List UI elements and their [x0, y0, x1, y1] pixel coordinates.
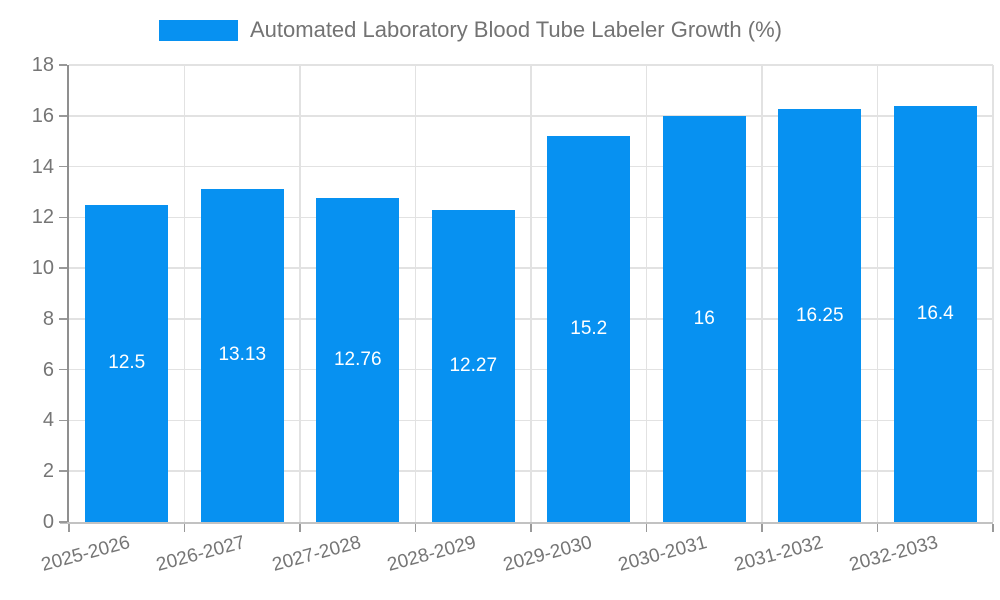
x-tick-label: 2028-2029 [385, 532, 479, 576]
x-tick-label: 2032-2033 [847, 532, 941, 576]
y-tick [59, 216, 67, 219]
x-tick [530, 524, 532, 532]
x-tick [645, 524, 648, 532]
y-tick [59, 64, 67, 66]
y-tick [59, 165, 67, 168]
x-tick-label: 2026-2027 [154, 532, 248, 576]
x-tick [414, 524, 417, 532]
x-tick [68, 524, 70, 532]
bar: 16.4 [893, 105, 977, 522]
y-tick [59, 521, 67, 523]
y-tick-label: 14 [31, 155, 54, 178]
y-tick-label: 2 [42, 460, 54, 483]
legend-swatch [159, 20, 238, 41]
y-tick-label: 18 [31, 54, 54, 76]
bar: 13.13 [200, 188, 284, 522]
x-tick [876, 524, 879, 532]
bar: 12.5 [85, 204, 169, 522]
x-tick-label: 2027-2028 [269, 532, 364, 576]
x-gridline [645, 65, 648, 522]
y-tick [59, 318, 67, 320]
y-tick-label: 0 [42, 511, 54, 533]
y-tick [59, 470, 67, 472]
bar-value-label: 16.25 [795, 304, 844, 326]
y-tick-label: 10 [31, 257, 54, 280]
bar-value-label: 12.76 [333, 349, 382, 371]
y-tick-label: 6 [42, 358, 54, 381]
x-tick-label: 2030-2031 [616, 532, 710, 576]
x-gridline [530, 65, 532, 522]
x-tick-label: 2031-2032 [731, 532, 826, 576]
bar-value-label: 16.4 [916, 302, 954, 324]
x-tick [183, 524, 186, 532]
bar-value-label: 13.13 [218, 344, 267, 366]
y-tick [59, 115, 67, 117]
bar: 12.76 [316, 198, 400, 522]
x-tick-label: 2025-2026 [38, 532, 133, 576]
y-tick-label: 12 [31, 206, 54, 229]
x-gridline [183, 65, 186, 522]
y-tick-label: 16 [31, 104, 54, 127]
bar: 12.27 [431, 210, 515, 522]
bar-value-label: 12.5 [108, 352, 146, 374]
y-tick [59, 368, 67, 371]
x-gridline [876, 65, 879, 522]
y-tick-label: 4 [42, 409, 54, 432]
y-tick [59, 419, 67, 422]
x-tick-label: 2029-2030 [500, 532, 595, 576]
bar: 16 [662, 115, 746, 522]
bar-value-label: 16 [693, 307, 715, 329]
x-tick [992, 524, 994, 532]
x-gridline [992, 65, 994, 522]
x-gridline [761, 65, 763, 522]
plot-area: 12.5 13.13 12.76 12.27 15.2 16 16.25 16.4 0 2 4 6 8… [32, 54, 994, 576]
bar: 16.25 [778, 109, 862, 522]
x-gridline [414, 65, 417, 522]
y-tick [59, 267, 67, 269]
y-tick-label: 8 [42, 307, 54, 330]
bar: 15.2 [547, 136, 631, 522]
x-tick [299, 524, 301, 532]
bar-value-label: 12.27 [449, 355, 498, 377]
legend: Automated Laboratory Blood Tube Labeler … [0, 0, 1000, 60]
x-axis-line [60, 522, 993, 524]
bar-value-label: 15.2 [570, 318, 608, 340]
legend-label: Automated Laboratory Blood Tube Labeler … [250, 17, 782, 42]
x-tick [761, 524, 763, 532]
y-axis-line [67, 65, 69, 522]
x-gridline [299, 65, 301, 522]
